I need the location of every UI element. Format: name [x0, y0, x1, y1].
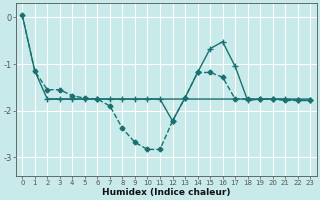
X-axis label: Humidex (Indice chaleur): Humidex (Indice chaleur) [102, 188, 230, 197]
